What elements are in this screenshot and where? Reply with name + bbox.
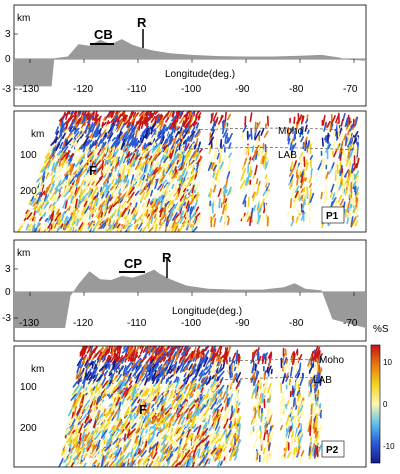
- velocity-anomaly-streaks-p1: [16, 111, 361, 232]
- x-tick-label: -100: [181, 84, 201, 95]
- lab-line-p2: [214, 377, 321, 381]
- topo-km-label-p1: km: [17, 13, 30, 24]
- x-tick-label: -110: [127, 84, 147, 95]
- colorbar-ticks: 10 0 -10: [383, 358, 395, 451]
- lab-line-p1: [189, 147, 356, 151]
- topo-ytick-m3-p1: -3: [2, 84, 11, 95]
- topo-ytick-3-p2: 3: [5, 264, 11, 275]
- moho-line-p1: [194, 127, 346, 131]
- topography-profile-p1: [14, 39, 366, 87]
- label-lab-p2: LAB: [313, 375, 332, 386]
- label-moho-p2: Moho: [319, 355, 344, 366]
- topo-ytick-3-p1: 3: [5, 29, 11, 40]
- depth-tick-200-p2: 200: [20, 423, 37, 434]
- topography-panel-p1: km 3 0 -3 -130 -120 -110 -100 -90 -80 -70 Long…: [2, 4, 367, 107]
- topography-panel-p2: km 3 0 -3 -130 -120 -110 -100 -90 -80 -70 Long…: [2, 239, 367, 342]
- x-tick-label: -70: [343, 84, 358, 95]
- x-tick-label: -130: [19, 318, 39, 329]
- colorbar-tick-label: 0: [383, 400, 388, 409]
- tomography-section-p1: km 100 200 F Moho LAB P1: [13, 110, 367, 233]
- x-axis-label-p2: Longitude(deg.): [172, 306, 242, 317]
- label-cb: CB: [94, 27, 113, 42]
- x-axis-label-p1: Longitude(deg.): [165, 69, 235, 80]
- x-tick-label: -70: [343, 318, 358, 329]
- label-f-p1: F: [89, 163, 97, 178]
- label-lab-p1: LAB: [278, 150, 297, 161]
- x-tick-label: -120: [73, 318, 93, 329]
- colorbar-gradient: [370, 344, 381, 464]
- label-f-p2: F: [139, 402, 147, 417]
- label-moho-p1: Moho: [278, 126, 303, 137]
- section-km-label-p2: km: [31, 364, 44, 375]
- moho-line-p2: [224, 359, 316, 362]
- label-cp: CP: [124, 256, 142, 271]
- tomography-section-p2: km 100 200 F Moho LAB P2: [13, 345, 367, 468]
- depth-tick-200-p1: 200: [20, 186, 37, 197]
- x-tick-label: -80: [289, 318, 304, 329]
- topography-profile-p2: [14, 269, 366, 328]
- section-tag-p2: P2: [326, 445, 339, 456]
- x-axis-ticks-p1: -130 -120 -110 -100 -90 -80 -70: [19, 59, 358, 95]
- topo-ytick-0-p2: 0: [5, 287, 11, 298]
- x-tick-label: -80: [289, 84, 304, 95]
- topo-km-label-p2: km: [17, 248, 30, 259]
- depth-tick-100-p1: 100: [20, 150, 37, 161]
- x-axis-ticks-p2: -130 -120 -110 -100 -90 -80 -70: [19, 292, 358, 329]
- x-tick-label: -130: [19, 84, 39, 95]
- section-tag-p1: P1: [326, 211, 339, 222]
- colorbar: %S 10 0 -10: [370, 324, 395, 464]
- x-tick-label: -90: [235, 84, 250, 95]
- velocity-anomaly-streaks-p2: [58, 346, 323, 467]
- depth-tick-100-p2: 100: [20, 382, 37, 393]
- topo-ytick-0-p1: 0: [5, 54, 11, 65]
- label-r-p2: R: [162, 250, 172, 265]
- colorbar-title: %S: [373, 324, 389, 335]
- colorbar-tick-label: -10: [383, 442, 395, 451]
- x-tick-label: -110: [127, 318, 147, 329]
- label-r-p1: R: [137, 15, 147, 30]
- x-tick-label: -120: [73, 84, 93, 95]
- topo-ytick-m3-p2: -3: [2, 313, 11, 324]
- x-tick-label: -100: [181, 318, 201, 329]
- colorbar-tick-label: 10: [383, 358, 392, 367]
- x-tick-label: -90: [235, 318, 250, 329]
- section-km-label-p1: km: [31, 129, 44, 140]
